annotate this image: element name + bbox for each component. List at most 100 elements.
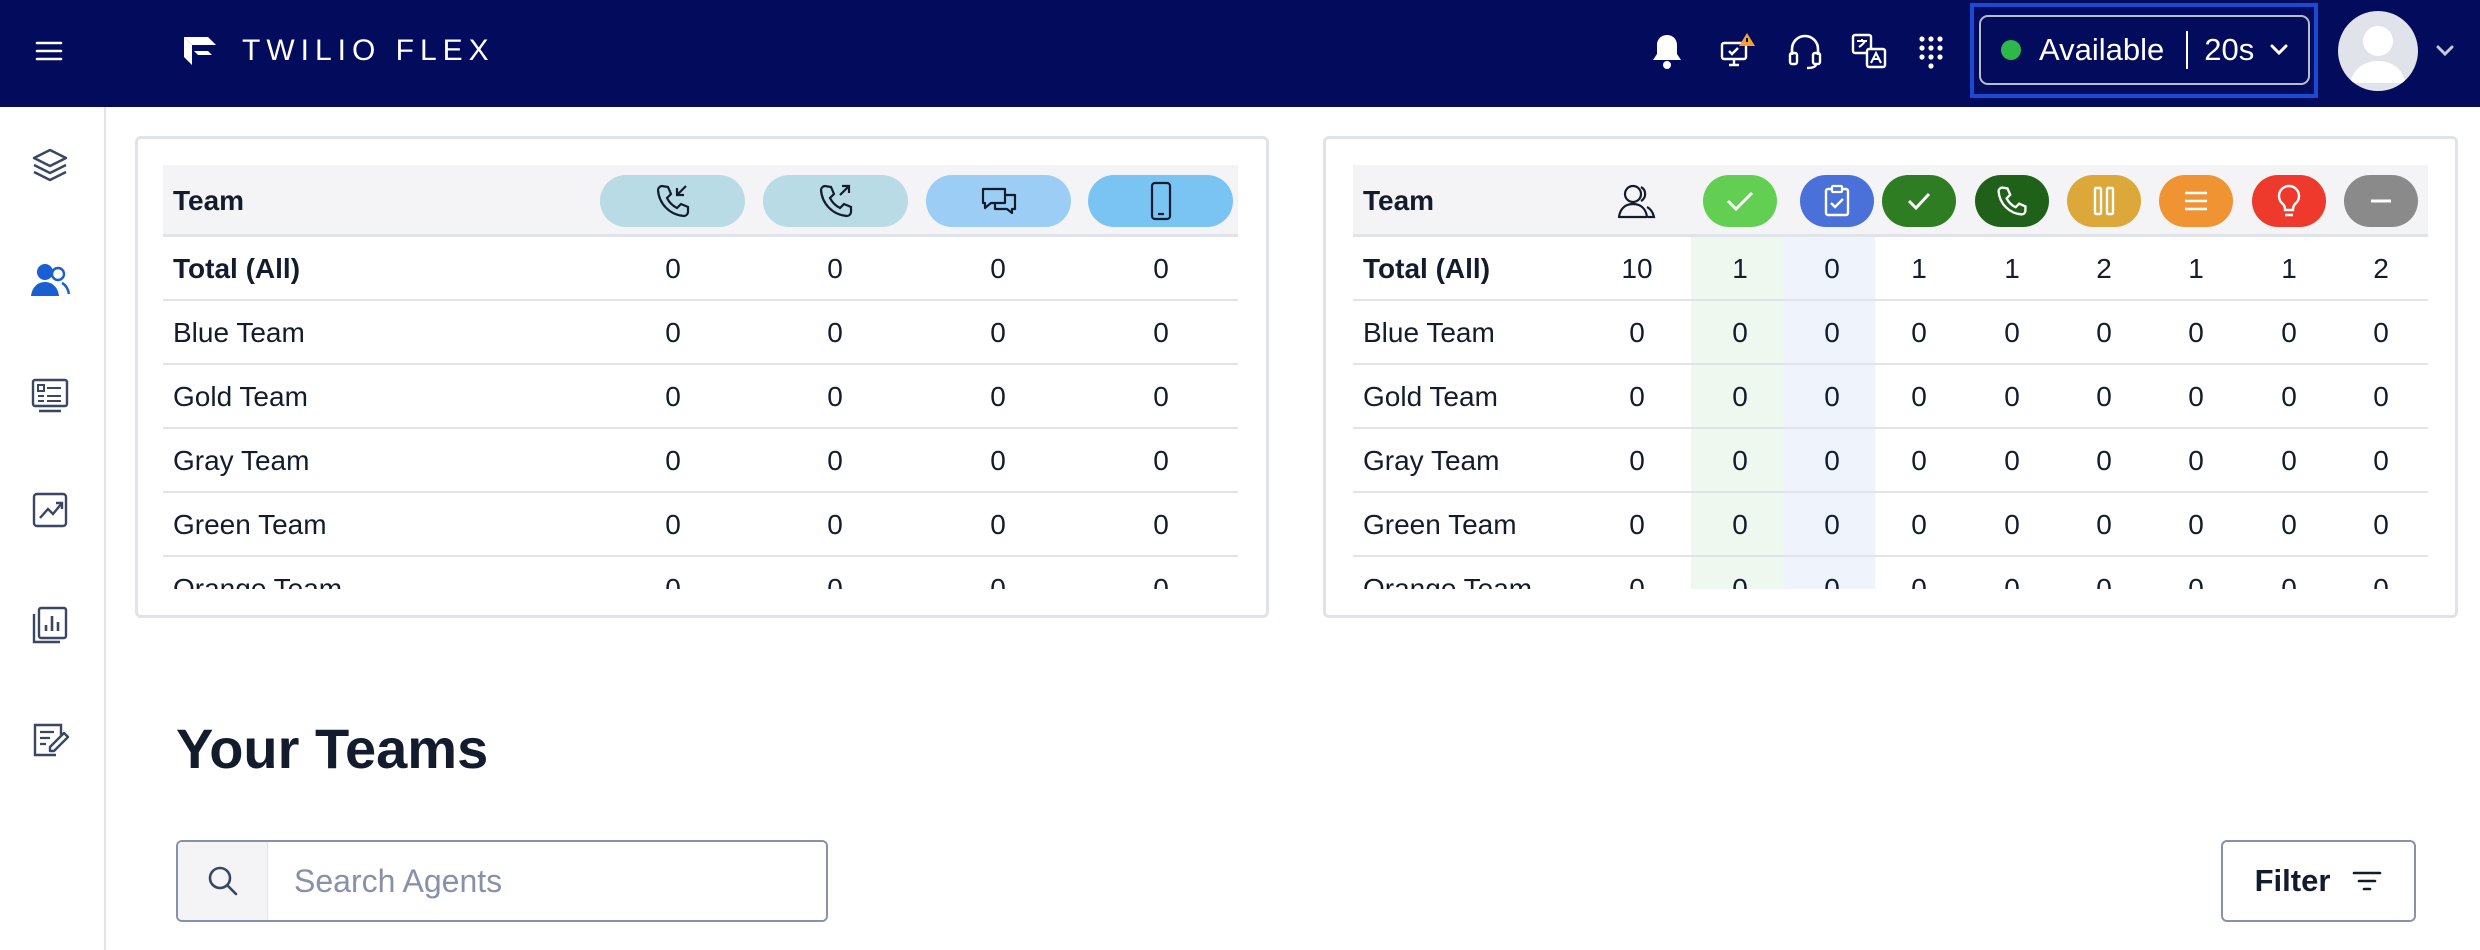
count-cell: 0: [1153, 509, 1169, 540]
count-cell: 0: [1153, 317, 1169, 348]
count-cell: 10: [1621, 253, 1653, 284]
insights-icon[interactable]: [28, 488, 72, 532]
edit-list-icon[interactable]: [28, 718, 72, 762]
count-cell: 0: [2373, 573, 2389, 589]
count-cell: 0: [2188, 509, 2204, 540]
chevron-down-icon: [2270, 44, 2288, 56]
dialpad-icon[interactable]: [1908, 28, 1954, 74]
count-cell: 0: [827, 445, 843, 476]
top-bar: TWILIO FLEX Available 20s: [0, 0, 2480, 107]
count-cell: 0: [1732, 445, 1748, 476]
count-cell: 0: [2373, 509, 2389, 540]
count-cell: 0: [1824, 381, 1840, 412]
search-agents: [176, 840, 828, 922]
agents-icon: [1611, 175, 1663, 227]
table-header: Team: [1353, 165, 2428, 237]
filter-button[interactable]: Filter: [2221, 840, 2416, 922]
menu-icon[interactable]: [32, 34, 66, 68]
chevron-down-icon[interactable]: [2434, 44, 2456, 58]
team-name: Gray Team: [173, 445, 310, 476]
count-cell: 0: [1629, 573, 1645, 589]
table-row: Total (All) 0 0 0 0: [163, 237, 1238, 301]
bell-icon[interactable]: [1644, 28, 1690, 74]
table-row: Gray Team 0 0 0 0 0 0 0 0 0: [1353, 429, 2428, 493]
table-row: Gold Team 0 0 0 0: [163, 365, 1238, 429]
count-cell: 0: [1911, 573, 1927, 589]
count-cell: 0: [990, 381, 1006, 412]
table-row: Gold Team 0 0 0 0 0 0 0 0 0: [1353, 365, 2428, 429]
table-row: Total (All) 10 1 0 1 1 2 1 1 2: [1353, 237, 2428, 301]
count-cell: 0: [827, 509, 843, 540]
reports-icon[interactable]: [28, 603, 72, 647]
bulb-icon: [2252, 175, 2326, 227]
translate-icon[interactable]: [1846, 28, 1892, 74]
queues-icon[interactable]: [28, 373, 72, 417]
count-cell: 0: [1824, 253, 1840, 284]
layers-icon[interactable]: [28, 143, 72, 187]
count-cell: 0: [2373, 317, 2389, 348]
count-cell: 0: [1732, 381, 1748, 412]
status-focus-ring: [1970, 3, 2318, 98]
count-cell: 0: [827, 253, 843, 284]
team-name: Orange Team: [1363, 573, 1533, 589]
count-cell: 0: [827, 317, 843, 348]
count-cell: 0: [2096, 573, 2112, 589]
headset-icon[interactable]: [1782, 28, 1828, 74]
count-cell: 0: [1629, 381, 1645, 412]
count-cell: 0: [665, 445, 681, 476]
count-cell: 0: [990, 573, 1006, 589]
team-name: Gold Team: [1363, 381, 1498, 412]
avatar[interactable]: [2338, 11, 2418, 91]
team-name: Total (All): [1363, 253, 1491, 284]
count-cell: 0: [1153, 573, 1169, 589]
teams-icon[interactable]: [28, 258, 72, 302]
count-cell: 0: [1732, 573, 1748, 589]
count-cell: 1: [1732, 253, 1748, 284]
team-name: Blue Team: [173, 317, 305, 348]
table-row: Orange Team 0 0 0 0: [163, 557, 1238, 589]
team-name: Total (All): [173, 253, 301, 284]
status-divider: [2186, 31, 2189, 69]
team-name: Green Team: [173, 509, 327, 540]
chat-icon: [926, 175, 1071, 227]
outgoing-call-icon: [763, 175, 908, 227]
count-cell: 0: [2281, 317, 2297, 348]
table-row: Gray Team 0 0 0 0: [163, 429, 1238, 493]
count-cell: 0: [2188, 381, 2204, 412]
count-cell: 0: [1824, 509, 1840, 540]
count-cell: 0: [2373, 445, 2389, 476]
team-name: Blue Team: [1363, 317, 1495, 348]
count-cell: 0: [2281, 509, 2297, 540]
count-cell: 0: [990, 509, 1006, 540]
count-cell: 0: [665, 381, 681, 412]
count-cell: 0: [2096, 317, 2112, 348]
count-cell: 0: [2281, 573, 2297, 589]
table-header: Team: [163, 165, 1238, 237]
monitor-alert-icon[interactable]: [1714, 28, 1760, 74]
search-icon: [178, 842, 268, 920]
activity-status-button[interactable]: Available 20s: [1979, 15, 2310, 85]
count-cell: 0: [1732, 317, 1748, 348]
count-cell: 1: [2004, 253, 2020, 284]
table-row: Green Team 0 0 0 0: [163, 493, 1238, 557]
count-cell: 0: [1629, 445, 1645, 476]
channel-tasks-card: Team Total (All) 0 0 0 0 Blue Team 0 0 0 0 Gold Te…: [135, 136, 1269, 618]
table-row: Blue Team 0 0 0 0: [163, 301, 1238, 365]
count-cell: 0: [1824, 445, 1840, 476]
count-cell: 0: [2004, 509, 2020, 540]
count-cell: 0: [665, 317, 681, 348]
count-cell: 0: [2188, 317, 2204, 348]
pause-icon: [2067, 175, 2141, 227]
count-cell: 0: [2004, 445, 2020, 476]
count-cell: 0: [665, 509, 681, 540]
count-cell: 0: [1629, 317, 1645, 348]
search-input[interactable]: [268, 842, 826, 920]
count-cell: 0: [2004, 573, 2020, 589]
team-name: Gold Team: [173, 381, 308, 412]
list-icon: [2159, 175, 2233, 227]
count-cell: 0: [827, 381, 843, 412]
count-cell: 0: [1824, 317, 1840, 348]
count-cell: 0: [990, 317, 1006, 348]
count-cell: 1: [2281, 253, 2297, 284]
count-cell: 0: [1629, 509, 1645, 540]
